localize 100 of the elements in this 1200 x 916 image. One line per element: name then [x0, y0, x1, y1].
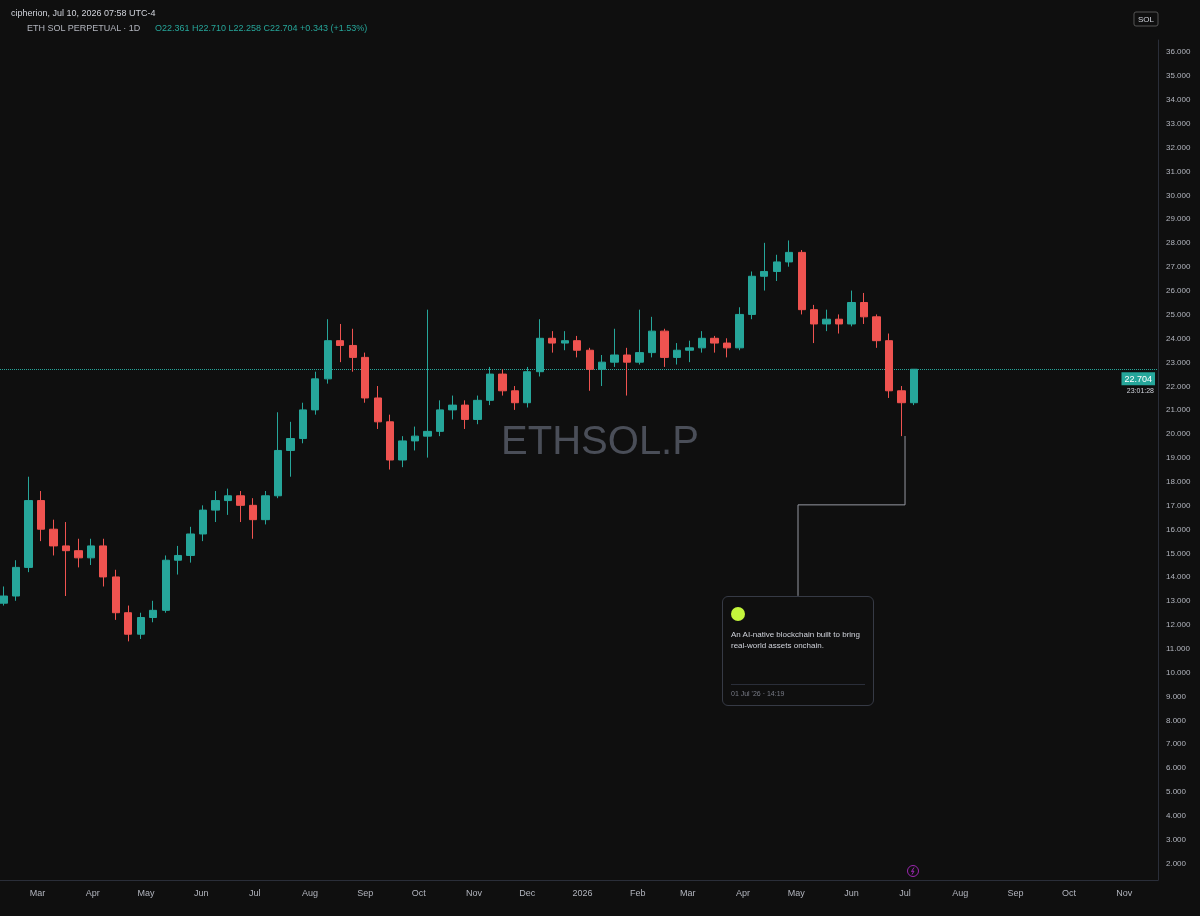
y-tick-label: 24.000: [1166, 333, 1192, 343]
y-tick-label: 23.000: [1166, 357, 1192, 367]
candlestick: [685, 340, 694, 363]
x-tick-label: Nov: [465, 887, 483, 898]
candlestick: [12, 559, 20, 602]
candlestick: [461, 399, 469, 430]
candlestick: [698, 330, 706, 354]
candlestick: [336, 323, 344, 363]
candlestick: [374, 385, 382, 430]
x-tick-label: Aug: [301, 887, 318, 898]
y-tick-label: 18.000: [1166, 476, 1192, 486]
y-tick-label: 17.000: [1166, 500, 1192, 510]
x-tick-label: Jul: [899, 887, 911, 898]
x-tick-label: May: [787, 887, 806, 898]
candlestick: [24, 476, 33, 573]
x-tick-label: Dec: [519, 887, 536, 898]
candlestick: [735, 306, 744, 351]
candlestick: [586, 347, 594, 392]
x-tick-label: Nov: [1116, 887, 1133, 898]
y-tick-label: 30.000: [1166, 190, 1192, 200]
candlestick: [573, 335, 581, 358]
y-tick-label: 8.000: [1166, 715, 1187, 725]
candlestick: [398, 435, 407, 468]
candlestick: [49, 519, 58, 556]
candlestick: [74, 538, 83, 568]
y-tick-label: 7.000: [1166, 739, 1187, 749]
candlestick: [448, 395, 457, 420]
y-tick-label: 15.000: [1166, 548, 1192, 558]
y-tick-label: 28.000: [1166, 238, 1192, 248]
candlestick: [635, 309, 644, 366]
candlestick: [186, 526, 195, 564]
candlestick: [710, 335, 719, 354]
candlestick: [99, 538, 107, 587]
candlestick: [87, 538, 95, 566]
candlestick: [498, 368, 507, 397]
y-tick-label: 14.000: [1166, 572, 1192, 582]
y-tick-label: 33.000: [1166, 119, 1192, 129]
candlestick: [162, 554, 170, 614]
x-tick-label: Sep: [1007, 887, 1024, 898]
y-tick-label: 21.000: [1166, 405, 1192, 415]
annotation: ETHSOL.P: [501, 418, 699, 462]
candlestick: [473, 395, 482, 425]
candlestick: [386, 414, 394, 471]
candlestick: [847, 290, 856, 327]
y-tick-label: 11.000: [1166, 644, 1191, 654]
y-tick-label: 13.000: [1166, 596, 1192, 606]
candlestick: [610, 328, 619, 368]
candlestick: [174, 545, 182, 576]
x-tick-label: Mar: [679, 887, 696, 898]
y-tick-label: 9.000: [1166, 691, 1187, 701]
candlestick: [773, 254, 781, 282]
y-axis-title: SOL: [1137, 14, 1155, 24]
x-tick-label: 2026: [572, 887, 593, 898]
y-tick-label: 26.000: [1166, 286, 1192, 296]
y-tick-label: 20.000: [1166, 429, 1192, 439]
annotation: An AI-native blockchain built to bring real-world assets onchain.: [731, 629, 861, 651]
x-tick-label: May: [137, 887, 156, 898]
chart-subtitle: O22.361 H22.710 L22.258 C22.704 +0.343 (+1.53%): [155, 22, 368, 33]
x-tick-label: Jun: [844, 887, 859, 898]
y-tick-label: 34.000: [1166, 95, 1192, 105]
candlestick: [436, 399, 444, 437]
candlestick: [249, 497, 257, 540]
candlestick: [112, 569, 120, 621]
y-tick-label: 25.000: [1166, 309, 1192, 319]
x-tick-label: Sep: [357, 887, 374, 898]
candlestick: [548, 330, 556, 354]
candlestick: [224, 488, 232, 516]
candlestick: [897, 385, 906, 437]
x-tick-label: Apr: [735, 887, 750, 898]
y-tick-label: 3.000: [1166, 834, 1187, 844]
y-tick-label: 12.000: [1166, 620, 1192, 630]
y-tick-label: 29.000: [1166, 214, 1192, 224]
candlestick: [361, 352, 369, 404]
candlestick: [835, 313, 843, 335]
x-tick-label: Oct: [1061, 887, 1077, 898]
x-tick-label: Mar: [29, 887, 46, 898]
candlestick: [860, 292, 868, 325]
ref-line-label: 22.704: [1124, 373, 1152, 384]
candlestick: [760, 242, 768, 292]
candlestick: [311, 371, 319, 416]
candlestick: [785, 239, 793, 268]
candlestick: [623, 347, 631, 397]
candlestick: [561, 330, 569, 351]
y-tick-label: 27.000: [1166, 262, 1192, 272]
candlestick: [673, 342, 681, 366]
chart-title: ETH SOL PERPETUAL · 1D: [27, 22, 141, 33]
candlestick: [872, 313, 881, 349]
candlestick: [511, 385, 519, 411]
x-tick-label: Apr: [85, 887, 100, 898]
candlestick: [286, 421, 295, 478]
y-tick-label: 5.000: [1166, 787, 1187, 797]
x-tick-label: Jun: [194, 887, 209, 898]
y-tick-label: 32.000: [1166, 142, 1192, 152]
candlestick: [0, 585, 8, 607]
candlestick: [648, 316, 656, 358]
candlestick: [411, 426, 419, 451]
y-tick-label: 6.000: [1166, 763, 1187, 773]
candlestick: [299, 402, 307, 444]
candlestick: [261, 490, 270, 525]
candlestick: [211, 490, 220, 523]
